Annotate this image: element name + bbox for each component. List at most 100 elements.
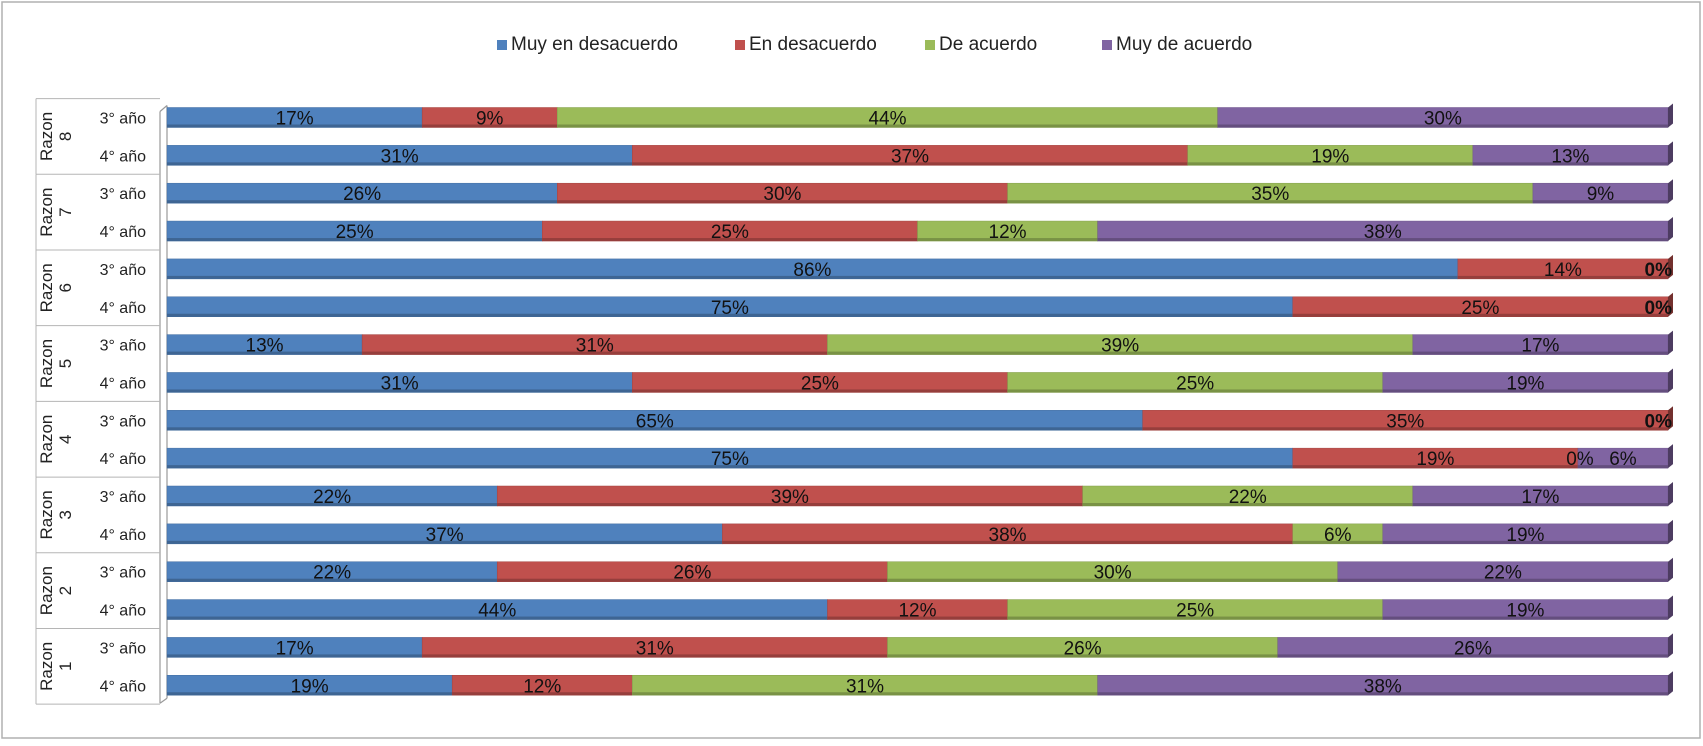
legend-label-1: Muy en desacuerdo [511, 34, 678, 55]
data-label: 44% [868, 109, 906, 130]
row-label: 3° año [100, 489, 147, 506]
data-label: 25% [1461, 298, 1499, 319]
bar-segment-shadow [557, 200, 1008, 204]
data-label: 12% [523, 676, 561, 697]
group-label: Razon7 [37, 188, 75, 237]
bar-segment-shadow [632, 692, 1098, 696]
bar-segment-shadow [167, 238, 543, 242]
bar-segment-shadow [1097, 238, 1668, 242]
bar-segment-shadow [167, 503, 498, 506]
row-label: 4° año [100, 451, 147, 468]
bar-segment-shadow [167, 692, 453, 696]
data-label: 14% [1544, 260, 1582, 281]
data-label: 30% [1094, 563, 1132, 584]
bar-segment-shadow [1217, 124, 1668, 128]
data-label: 39% [771, 487, 809, 508]
data-label: 19% [1506, 373, 1544, 394]
bar-segment-shadow [632, 389, 1008, 393]
bar-segment-shadow [887, 578, 1338, 582]
data-label: 6% [1324, 525, 1352, 546]
group-label: Razon2 [37, 566, 75, 615]
data-label: 17% [1521, 336, 1559, 357]
bar-end-cap [1668, 292, 1673, 317]
bar-segment-shadow [167, 578, 498, 582]
data-label: 86% [793, 260, 831, 281]
data-label: 39% [1101, 336, 1139, 357]
bar-segment-shadow [167, 162, 633, 166]
row-label: 3° año [100, 565, 147, 582]
data-label: 22% [1229, 487, 1267, 508]
bar-end-cap [1668, 103, 1673, 128]
row-label: 3° año [100, 413, 147, 430]
legend-swatch-4 [1102, 40, 1112, 50]
bar-segment-shadow [1097, 692, 1668, 696]
data-label: 19% [1506, 601, 1544, 622]
bar-segment-shadow [542, 238, 918, 242]
data-label: 17% [276, 109, 314, 130]
group-label: Razon4 [37, 415, 75, 464]
data-label: 37% [426, 525, 464, 546]
bar-segment-shadow [557, 124, 1218, 128]
bar-end-cap [1668, 217, 1673, 242]
data-label: 25% [801, 373, 839, 394]
bar-segment-shadow [827, 616, 1008, 620]
row-label: 3° año [100, 186, 147, 203]
data-label: 25% [1176, 373, 1214, 394]
bar-segment-shadow [1382, 540, 1668, 544]
data-label: 9% [1587, 184, 1615, 205]
data-label: 12% [898, 601, 936, 622]
bar-segment-shadow [167, 124, 423, 128]
data-label: 26% [673, 563, 711, 584]
bar-end-cap [1668, 254, 1673, 279]
data-label: 22% [1484, 563, 1522, 584]
bar-segment-shadow [1457, 275, 1668, 279]
data-label: 31% [381, 373, 419, 394]
bar-segment-shadow [167, 540, 723, 544]
legend-label-4: Muy de acuerdo [1116, 34, 1252, 55]
group-label: Razon5 [37, 339, 75, 388]
data-label: 75% [711, 449, 749, 470]
bar-segment-shadow [1082, 503, 1413, 506]
bar-segment-shadow [1187, 162, 1473, 166]
bar-segment-shadow [1142, 427, 1668, 431]
row-label: 4° año [100, 527, 147, 544]
data-label: 19% [291, 676, 329, 697]
data-label: 19% [1311, 146, 1349, 167]
bar-end-cap [1668, 557, 1673, 582]
data-labels: 17% 9% 44% 30% 31% 37% 19% 13% 26% 30% 35% 9% 25% 25%… [246, 109, 1673, 698]
legend-swatch-2 [735, 40, 745, 50]
data-label: 30% [763, 184, 801, 205]
data-label: 6% [1609, 449, 1637, 470]
data-label: 25% [336, 222, 374, 243]
data-label: 38% [989, 525, 1027, 546]
bar-segment-shadow [1382, 616, 1668, 620]
bar-end-cap [1668, 368, 1673, 393]
bar-segment-shadow [1007, 389, 1383, 393]
bar-segment-shadow [1292, 465, 1578, 469]
data-label: 17% [1521, 487, 1559, 508]
row-label: 4° año [100, 678, 147, 695]
bar-segment-shadow [1532, 200, 1668, 204]
row-label: 4° año [100, 603, 147, 620]
bar-segment-shadow [917, 238, 1098, 242]
bar-segment-shadow [1277, 654, 1668, 658]
bar-segment-shadow [167, 351, 363, 355]
bars [166, 103, 1673, 696]
data-label: 0% [1645, 260, 1673, 281]
data-label: 22% [313, 563, 351, 584]
row-label: 4° año [100, 375, 147, 392]
data-label: 35% [1386, 411, 1424, 432]
data-label: 31% [636, 638, 674, 659]
data-label: 37% [891, 146, 929, 167]
row-label: 4° año [100, 224, 147, 241]
bar-segment-shadow [167, 654, 423, 658]
bar-segment-shadow [887, 654, 1278, 658]
bar-segment-shadow [1382, 389, 1668, 393]
bar-segment-shadow [1337, 578, 1668, 582]
row-label: 3° año [100, 640, 147, 657]
bar-end-cap [1668, 406, 1673, 431]
group-label: Razon1 [37, 642, 75, 691]
data-label: 25% [711, 222, 749, 243]
